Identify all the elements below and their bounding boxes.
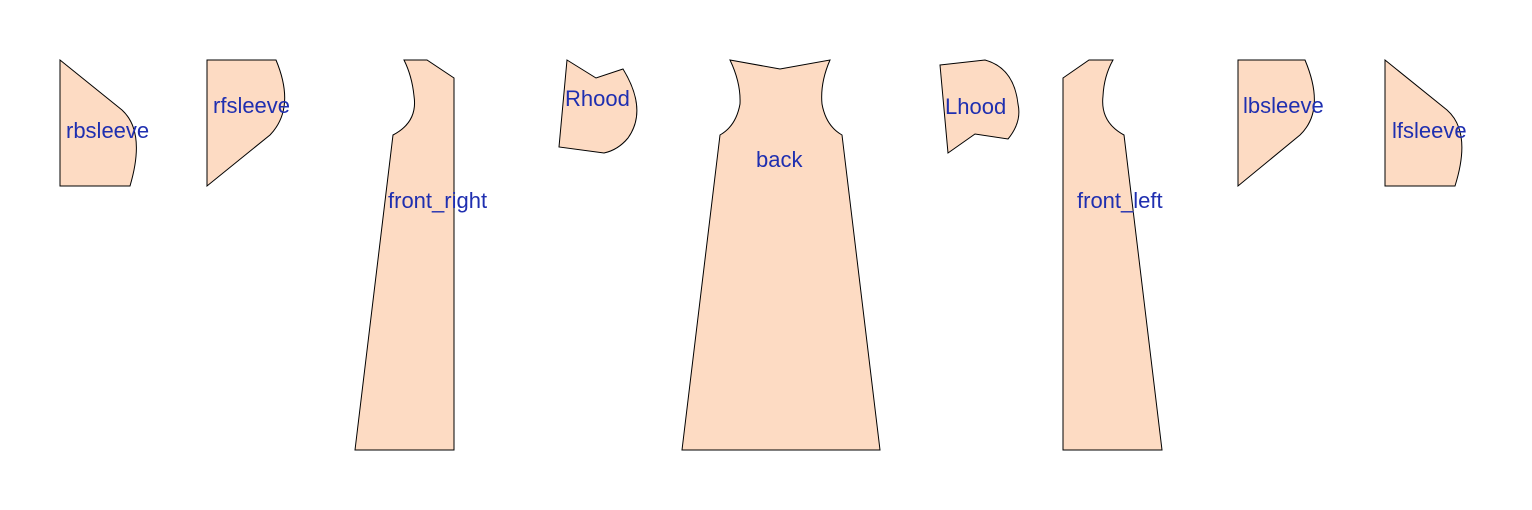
front-left-shape [1062,59,1163,451]
rhood-shape [558,59,638,154]
front-left-label: front_left [1077,188,1163,213]
lbsleeve-label: lbsleeve [1243,93,1324,118]
back-label: back [756,147,803,172]
lfsleeve-label: lfsleeve [1392,118,1467,143]
front-right-shape [354,59,455,451]
piece-lhood: Lhood [939,59,1020,154]
back-shape [681,59,881,451]
piece-rhood: Rhood [558,59,638,154]
rfsleeve-label: rfsleeve [213,93,290,118]
lhood-shape [939,59,1020,154]
piece-rbsleeve: rbsleeve [59,58,149,187]
piece-lfsleeve: lfsleeve [1384,58,1467,187]
rhood-label: Rhood [565,86,630,111]
rbsleeve-label: rbsleeve [66,118,149,143]
rbsleeve-shape [59,58,137,187]
lhood-label: Lhood [945,94,1006,119]
lbsleeve-shape [1237,59,1315,188]
lfsleeve-shape [1384,58,1463,187]
piece-rfsleeve: rfsleeve [206,59,290,188]
piece-lbsleeve: lbsleeve [1237,59,1324,188]
piece-front-right: front_right [354,59,487,451]
front-right-label: front_right [388,188,487,213]
piece-front-left: front_left [1062,59,1163,451]
piece-back: back [681,59,881,451]
rfsleeve-shape [206,59,286,188]
